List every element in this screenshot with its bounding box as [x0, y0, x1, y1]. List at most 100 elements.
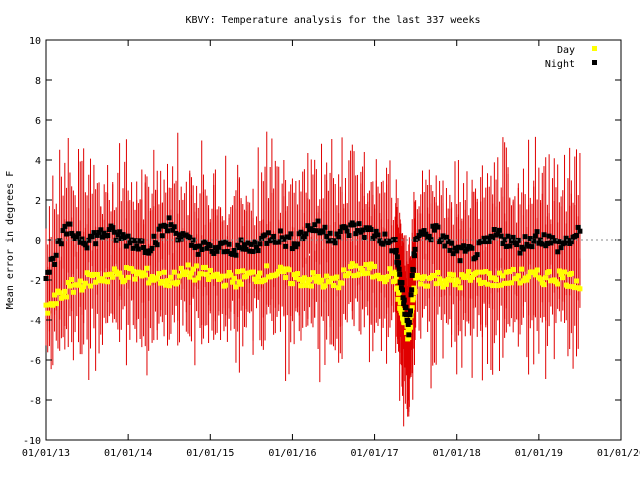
point-night: [568, 239, 574, 245]
y-tick-label: -10: [23, 436, 41, 447]
point-day: [86, 272, 92, 278]
point-night: [409, 287, 415, 293]
point-night: [416, 233, 422, 239]
point-night: [354, 228, 360, 234]
point-night: [351, 222, 357, 228]
point-night: [443, 234, 449, 240]
legend-night-label: Night: [545, 59, 575, 70]
point-day: [67, 283, 73, 289]
point-day: [238, 281, 244, 287]
point-night: [125, 233, 131, 239]
y-tick-label: -6: [29, 356, 41, 367]
point-day: [329, 275, 335, 281]
point-night: [399, 280, 405, 286]
point-day: [348, 264, 354, 270]
point-night: [170, 227, 176, 233]
point-day: [393, 269, 399, 275]
point-night: [305, 223, 311, 229]
point-day: [353, 263, 359, 269]
point-night: [132, 238, 138, 244]
point-day: [65, 279, 71, 285]
point-day: [393, 274, 399, 280]
point-night: [204, 245, 210, 251]
point-night: [93, 241, 99, 247]
point-night: [387, 238, 393, 244]
point-day: [101, 278, 107, 284]
point-day: [310, 270, 316, 276]
point-night: [498, 233, 504, 239]
point-day: [464, 273, 470, 279]
x-tick-label: 01/01/15: [186, 448, 234, 459]
point-night: [423, 231, 429, 237]
point-night: [163, 223, 169, 229]
point-day: [307, 276, 313, 282]
y-axis: -10 -8 -6 -4 -2 0 2 4 6 8 10: [23, 36, 621, 447]
point-night: [452, 245, 458, 251]
point-night: [431, 227, 437, 233]
point-day: [233, 284, 239, 290]
point-day: [324, 273, 330, 279]
point-day: [223, 282, 229, 288]
point-night: [230, 251, 236, 257]
point-night: [473, 255, 479, 261]
point-day: [206, 276, 212, 282]
legend-day-label: Day: [557, 45, 575, 56]
point-day: [279, 266, 285, 272]
point-day: [53, 301, 59, 307]
point-night: [490, 235, 496, 241]
point-day: [230, 279, 236, 285]
point-day: [108, 271, 114, 277]
point-day: [129, 266, 135, 272]
point-day: [163, 282, 169, 288]
point-day: [122, 277, 128, 283]
point-day: [50, 302, 56, 308]
point-night: [526, 243, 532, 249]
point-day: [413, 275, 419, 281]
point-day: [515, 273, 521, 279]
point-day: [469, 274, 475, 280]
point-day: [298, 283, 304, 289]
point-night: [469, 245, 475, 251]
point-day: [69, 277, 75, 283]
point-night: [394, 254, 400, 260]
point-night: [149, 245, 155, 251]
point-day: [478, 281, 484, 287]
point-night: [122, 235, 128, 241]
point-day: [479, 269, 485, 275]
point-day: [170, 280, 176, 286]
y-tick-label: 10: [29, 36, 41, 47]
point-day: [94, 272, 100, 278]
point-night: [74, 234, 80, 240]
point-day: [291, 272, 297, 278]
point-day: [250, 269, 256, 275]
point-day: [103, 272, 109, 278]
point-night: [481, 235, 487, 241]
point-day: [519, 266, 525, 272]
point-day: [514, 275, 520, 281]
point-night: [312, 222, 318, 228]
point-night: [334, 231, 340, 237]
point-night: [120, 232, 126, 238]
point-day: [147, 276, 153, 282]
point-day: [300, 278, 306, 284]
point-day: [305, 280, 311, 286]
point-night: [70, 233, 76, 239]
point-day: [408, 324, 414, 330]
point-night: [408, 292, 414, 298]
point-night: [243, 246, 249, 252]
point-night: [154, 242, 160, 248]
point-night: [313, 228, 319, 234]
point-night: [110, 225, 116, 231]
point-day: [409, 305, 415, 311]
point-night: [134, 243, 140, 249]
point-day: [226, 269, 232, 275]
point-night: [94, 232, 100, 238]
point-day: [568, 270, 574, 276]
point-night: [445, 239, 451, 245]
point-day: [485, 281, 491, 287]
point-night: [211, 250, 217, 256]
point-night: [440, 233, 446, 239]
point-night: [503, 243, 509, 249]
point-day: [565, 283, 571, 289]
point-night: [277, 228, 283, 234]
